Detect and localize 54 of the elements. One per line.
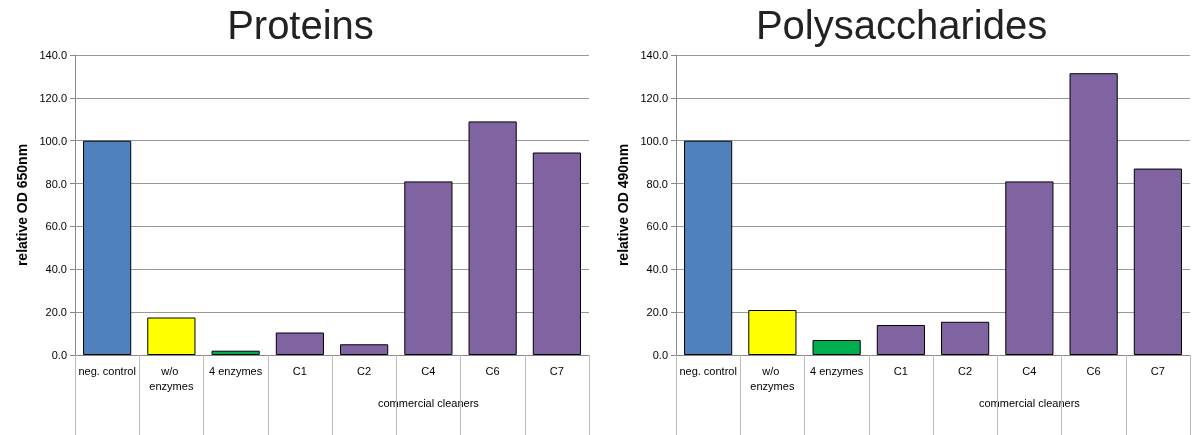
x-tick-label: C4: [421, 364, 436, 377]
y-tick-label: 140.0: [39, 49, 67, 61]
bar: [1005, 181, 1054, 355]
x-tick-label: 4 enzymes: [209, 364, 263, 377]
bar: [684, 140, 733, 355]
x-tick-label: 4 enzymes: [810, 364, 864, 377]
bar: [275, 332, 324, 355]
bar: [404, 181, 453, 355]
x-tick-label: C6: [485, 364, 500, 377]
y-tick-label: 120.0: [39, 91, 67, 104]
text: commercial cleaners: [978, 397, 1081, 409]
bar: [83, 140, 132, 355]
y-tick-label: 60.0: [646, 220, 668, 233]
y-axis-title: relative OD 650nm: [13, 143, 30, 267]
bar: [211, 350, 260, 355]
y-tick-label: 20.0: [45, 306, 67, 319]
x-tick-label: C6: [1086, 364, 1101, 377]
bar: [941, 321, 990, 355]
y-tick-label: 80.0: [45, 177, 67, 190]
bar: [1069, 73, 1118, 355]
x-tick-label: w/o enzymes: [149, 364, 194, 392]
bar: [812, 340, 861, 355]
y-tick-label: 0.0: [652, 349, 668, 361]
chart-title: Polysaccharides: [755, 3, 1048, 47]
y-tick-label: 40.0: [646, 263, 668, 276]
x-tick-label: C7: [1150, 364, 1165, 377]
x-tick-label: C2: [357, 364, 372, 377]
x-tick-label: C1: [292, 364, 307, 377]
bar: [147, 317, 196, 355]
chart-title: Proteins: [227, 3, 374, 47]
y-tick-label: 80.0: [646, 177, 668, 190]
y-tick-label: 140.0: [640, 49, 668, 61]
y-tick-label: 120.0: [640, 91, 668, 104]
bar: [748, 310, 797, 355]
bar: [468, 121, 517, 355]
y-tick-label: 40.0: [45, 263, 67, 276]
x-tick-label: C4: [1022, 364, 1037, 377]
y-tick-label: 100.0: [640, 134, 668, 147]
x-tick-label: C7: [549, 364, 564, 377]
x-tick-label: C1: [893, 364, 908, 377]
y-tick-label: 20.0: [646, 306, 668, 319]
y-tick-label: 100.0: [39, 134, 67, 147]
x-tick-label: C2: [958, 364, 973, 377]
bar: [1133, 168, 1182, 355]
y-tick-label: 0.0: [51, 349, 67, 361]
y-tick-label: 60.0: [45, 220, 67, 233]
bar: [340, 344, 389, 355]
x-tick-label: neg. control: [78, 364, 136, 377]
text: commercial cleaners: [377, 397, 480, 409]
bar: [876, 325, 925, 355]
bar: [532, 152, 581, 355]
x-tick-label: w/o enzymes: [750, 364, 795, 392]
y-axis-title: relative OD 490nm: [614, 143, 631, 267]
x-tick-label: neg. control: [679, 364, 737, 377]
